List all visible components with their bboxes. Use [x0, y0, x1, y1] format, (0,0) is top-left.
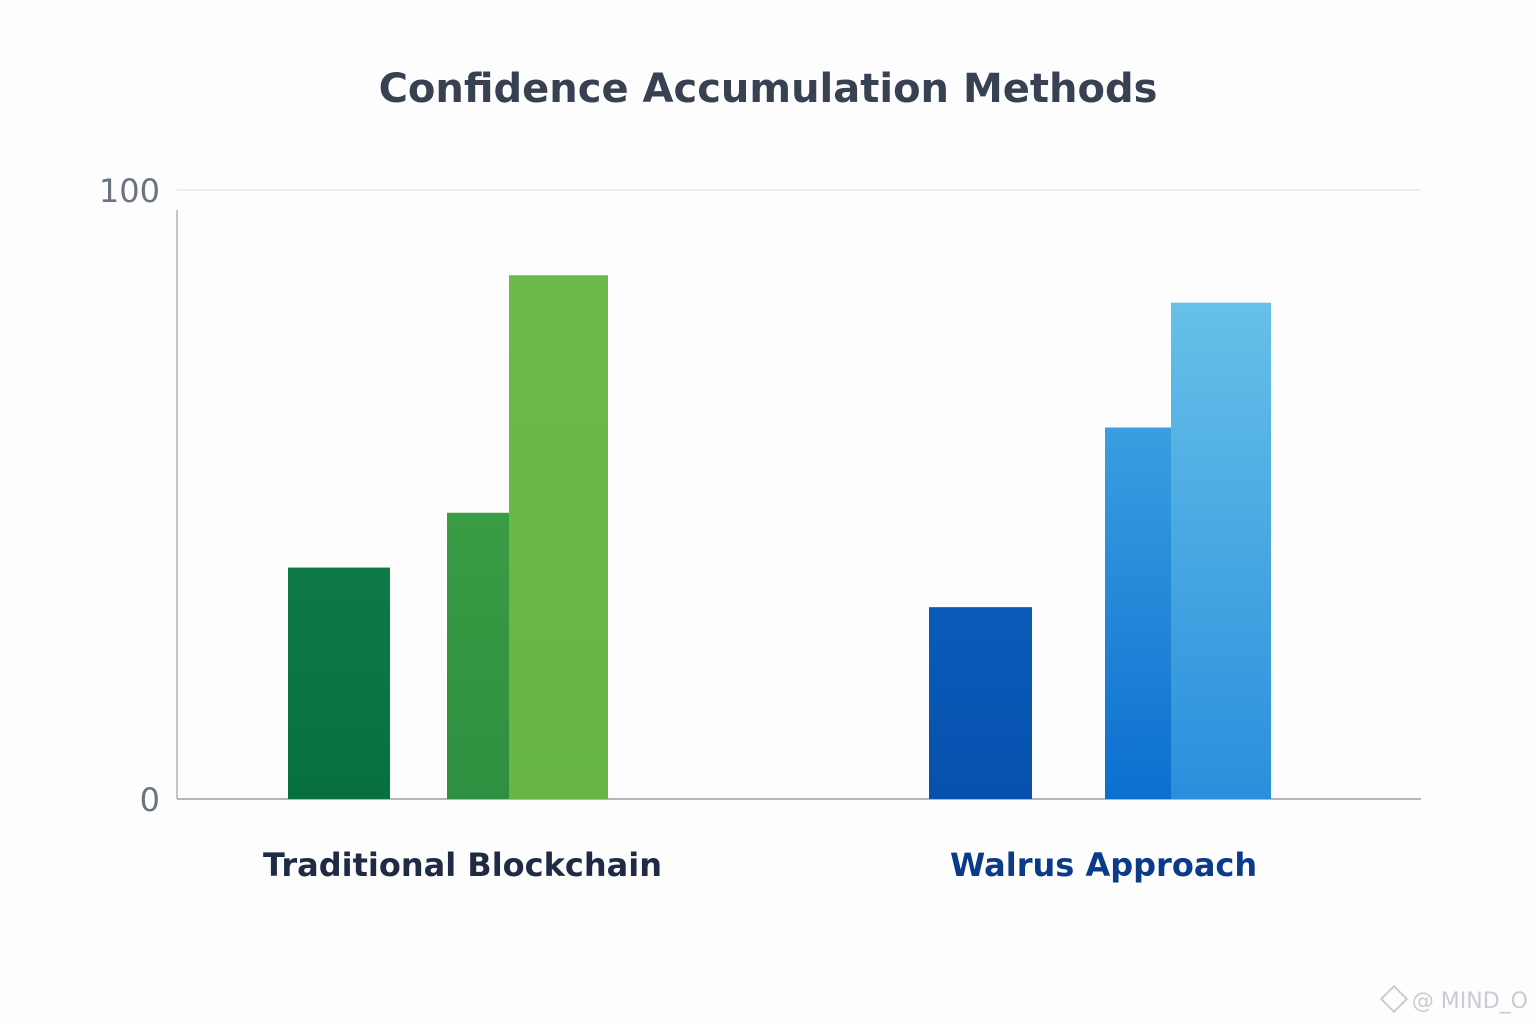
bar-walrus-approach-1 — [929, 607, 1032, 799]
bar-traditional-blockchain-2 — [447, 512, 509, 799]
y-tick-labels: 0 100 — [99, 172, 160, 819]
bars — [288, 275, 1271, 799]
category-label-traditional-blockchain: Traditional Blockchain — [263, 846, 662, 884]
category-label-walrus-approach: Walrus Approach — [950, 846, 1258, 884]
bar-walrus-approach-3 — [1171, 302, 1271, 799]
watermark-text: @ MIND_O — [1411, 989, 1528, 1014]
bar-traditional-blockchain-3 — [509, 275, 608, 799]
y-tick-label-0: 0 — [140, 781, 160, 819]
bar-traditional-blockchain-1 — [288, 567, 390, 799]
y-tick-label-100: 100 — [99, 172, 160, 210]
chart-title: Confidence Accumulation Methods — [378, 66, 1158, 112]
diamond-logo-icon — [1379, 984, 1408, 1014]
bar-walrus-approach-2 — [1105, 427, 1171, 799]
watermark: @ MIND_O — [1379, 984, 1528, 1014]
